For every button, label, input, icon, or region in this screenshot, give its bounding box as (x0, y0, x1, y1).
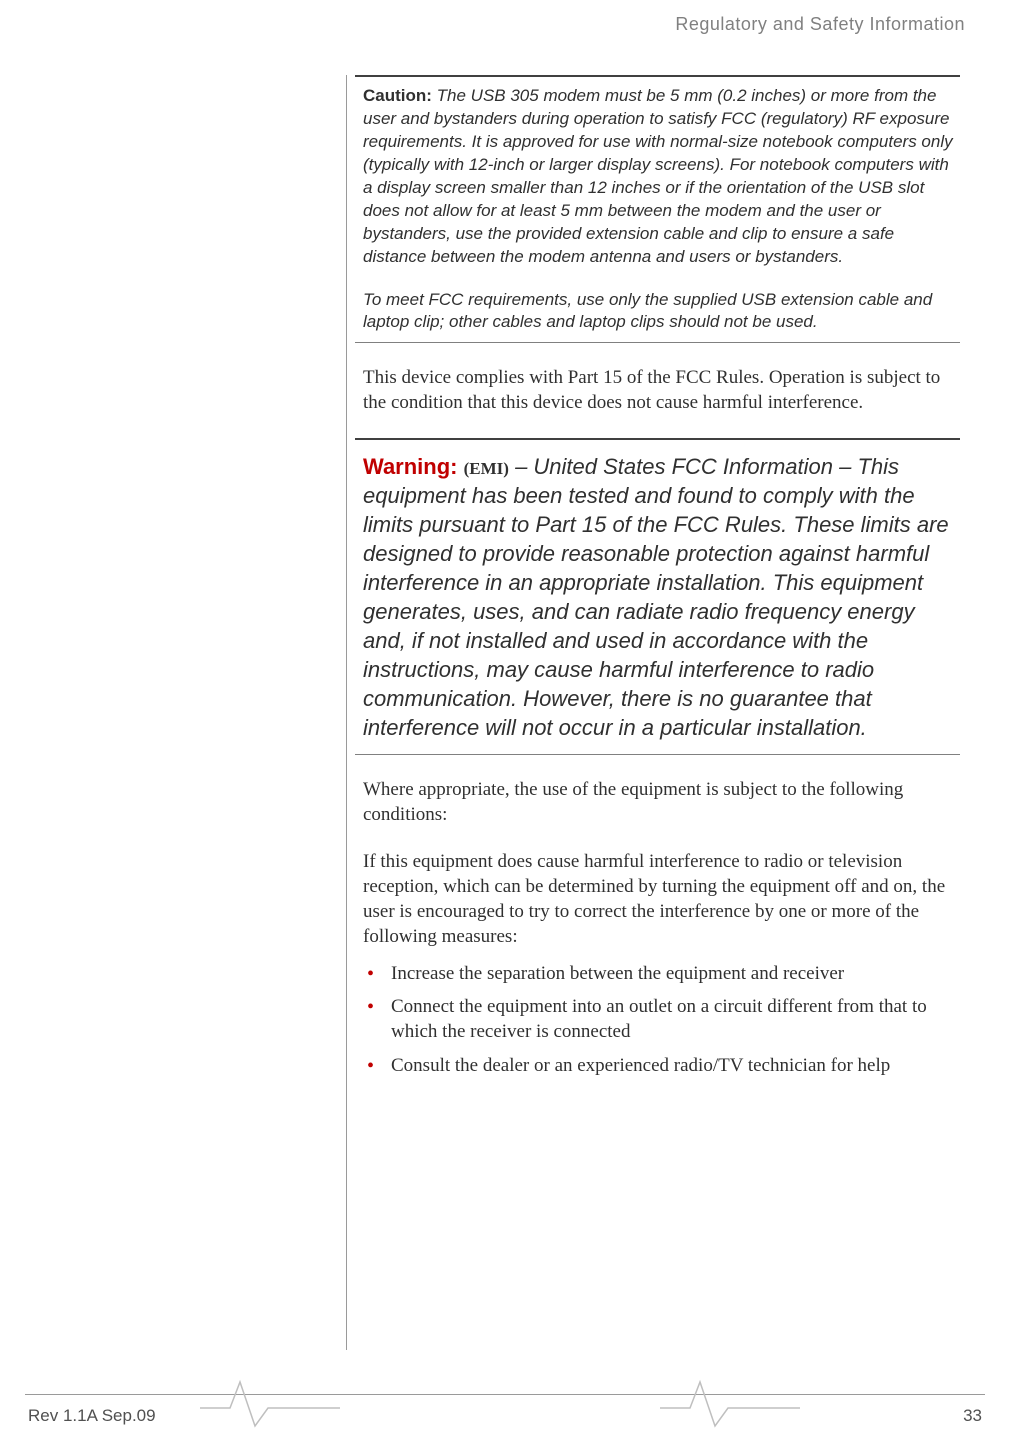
list-item: Connect the equipment into an outlet on … (391, 994, 960, 1044)
warning-label: Warning: (363, 454, 464, 479)
waveform-decoration-icon (200, 1370, 340, 1430)
caution-paragraph-2: To meet FCC requirements, use only the s… (363, 289, 960, 335)
waveform-decoration-icon (660, 1370, 800, 1430)
caution-text-1: The USB 305 modem must be 5 mm (0.2 inch… (363, 86, 953, 266)
warning-box: Warning: (EMI) – United States FCC Infor… (355, 438, 960, 755)
footer-rule (25, 1394, 985, 1395)
list-item: Consult the dealer or an experienced rad… (391, 1053, 960, 1078)
body-paragraph-fcc-part15: This device complies with Part 15 of the… (363, 365, 960, 415)
body-paragraph-conditions: Where appropriate, the use of the equipm… (363, 777, 960, 827)
footer-page-number: 33 (963, 1406, 982, 1426)
content-vertical-rule (346, 75, 347, 1350)
warning-emi: (EMI) (464, 459, 509, 478)
caution-label: Caution: (363, 86, 432, 105)
caution-paragraph-1: Caution: The USB 305 modem must be 5 mm … (363, 85, 960, 269)
warning-paragraph: Warning: (EMI) – United States FCC Infor… (363, 452, 960, 742)
body-paragraph-interference: If this equipment does cause harmful int… (363, 849, 960, 949)
caution-box: Caution: The USB 305 modem must be 5 mm … (355, 75, 960, 343)
measures-list: Increase the separation between the equi… (363, 961, 960, 1077)
list-item: Increase the separation between the equi… (391, 961, 960, 986)
header-title: Regulatory and Safety Information (675, 14, 965, 35)
footer-revision: Rev 1.1A Sep.09 (28, 1406, 156, 1426)
content-column: Caution: The USB 305 modem must be 5 mm … (355, 75, 960, 1086)
page-footer: Rev 1.1A Sep.09 33 (0, 1400, 1010, 1430)
warning-text: – United States FCC Information – This e… (363, 454, 949, 740)
